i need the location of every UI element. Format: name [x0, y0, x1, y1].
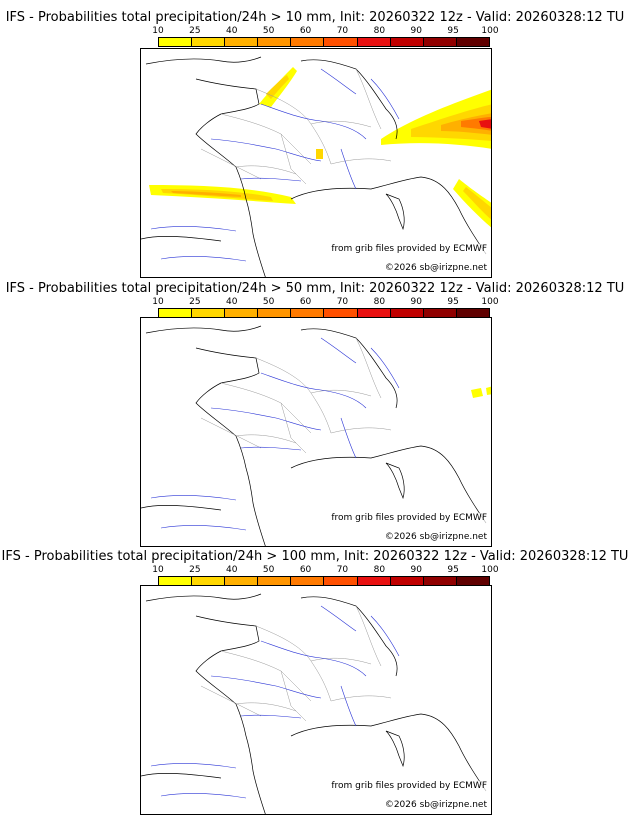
precip-shading — [471, 386, 491, 398]
colorbar-tick-label: 50 — [262, 26, 275, 36]
map-svg — [141, 325, 491, 546]
colorbar-tick-label: 40 — [226, 297, 238, 307]
colorbar-tick-label: 80 — [373, 297, 386, 307]
colorbar-tick-label: 70 — [336, 565, 349, 575]
colorbar-segment — [225, 577, 259, 585]
colorbar-segment — [324, 309, 358, 317]
map-frame: from grib files provided by ECMWF ©2026 … — [140, 317, 492, 547]
colorbar-segment — [357, 577, 391, 585]
colorbar-segment — [192, 577, 226, 585]
colorbar-tick-label: 90 — [410, 26, 422, 36]
colorbar-tick-label: 95 — [447, 565, 459, 575]
colorbar-segment — [357, 38, 391, 46]
data-source-credit: from grib files provided by ECMWF — [331, 513, 487, 524]
panel-title: IFS - Probabilities total precipitation/… — [5, 281, 625, 296]
colorbar-tick-label: 100 — [481, 297, 499, 307]
colorbar-tick-label: 80 — [373, 26, 386, 36]
colorbar-segment — [324, 38, 358, 46]
coastlines — [141, 325, 487, 546]
admin-borders — [200, 605, 392, 722]
colorbar-tick-label: 50 — [262, 297, 275, 307]
colorbar-segment — [159, 38, 193, 46]
colorbar-segment — [456, 577, 489, 585]
colorbar-segment — [258, 577, 292, 585]
colorbar-segment — [423, 309, 457, 317]
colorbar-segment — [192, 38, 226, 46]
rivers — [150, 605, 400, 799]
colorbar-tick-label: 10 — [152, 26, 164, 36]
colorbar-segment — [357, 309, 391, 317]
colorbar-tick-label: 100 — [481, 565, 499, 575]
colorbar-tick-label: 10 — [152, 565, 164, 575]
map-panel-10mm: IFS - Probabilities total precipitation/… — [0, 10, 630, 280]
colorbar-tick-label: 60 — [299, 297, 312, 307]
colorbar-segment — [390, 309, 424, 317]
colorbar-tick-label: 90 — [410, 297, 422, 307]
colorbar-tick-label: 25 — [189, 297, 201, 307]
panel-title: IFS - Probabilities total precipitation/… — [5, 10, 625, 25]
precip-area-central — [316, 149, 323, 159]
colorbar-segment — [258, 309, 292, 317]
precip-area-italy — [453, 179, 491, 228]
colorbar — [158, 37, 490, 47]
map-frame: from grib files provided by ECMWF ©2026 … — [140, 585, 492, 815]
colorbar-segment — [192, 309, 226, 317]
colorbar-tick-label: 90 — [410, 565, 422, 575]
colorbar-tick-label: 95 — [447, 297, 459, 307]
colorbar-tick-label: 40 — [226, 565, 238, 575]
map-panel-100mm: IFS - Probabilities total precipitation/… — [0, 549, 630, 819]
admin-borders — [200, 68, 392, 185]
colorbar-segment — [324, 577, 358, 585]
colorbar-tick-label: 95 — [447, 26, 459, 36]
data-source-credit: from grib files provided by ECMWF — [331, 781, 487, 792]
colorbar-tick-label: 25 — [189, 26, 201, 36]
map-panel-50mm: IFS - Probabilities total precipitation/… — [0, 281, 630, 551]
colorbar-tick-label: 60 — [299, 565, 312, 575]
colorbar-segment — [291, 309, 325, 317]
colorbar-tick-label: 10 — [152, 297, 164, 307]
colorbar-tick-label: 50 — [262, 565, 275, 575]
colorbar-segment — [225, 309, 259, 317]
panel-title: IFS - Probabilities total precipitation/… — [1, 549, 629, 564]
map-svg — [141, 56, 491, 277]
colorbar-segment — [423, 38, 457, 46]
colorbar-segment — [291, 577, 325, 585]
precip-area-alps-edge — [471, 388, 483, 398]
colorbar-tick-label: 80 — [373, 565, 386, 575]
colorbar-segment — [159, 309, 193, 317]
colorbar-segment — [291, 38, 325, 46]
colorbar-segment — [258, 38, 292, 46]
colorbar-tick-label: 25 — [189, 565, 201, 575]
colorbar-segment — [456, 309, 489, 317]
data-source-credit: from grib files provided by ECMWF — [331, 244, 487, 255]
coastlines — [141, 593, 487, 814]
rivers — [150, 337, 400, 531]
colorbar-segment — [225, 38, 259, 46]
colorbar-tick-label: 100 — [481, 26, 499, 36]
copyright-credit: ©2026 sb@irizpne.net — [384, 263, 487, 274]
colorbar-segment — [390, 577, 424, 585]
colorbar-tick-label: 70 — [336, 26, 349, 36]
colorbar-segment — [456, 38, 489, 46]
copyright-credit: ©2026 sb@irizpne.net — [384, 532, 487, 543]
colorbar-tick-label: 40 — [226, 26, 238, 36]
map-frame: from grib files provided by ECMWF ©2026 … — [140, 48, 492, 278]
admin-borders — [200, 337, 392, 454]
precip-shading — [149, 67, 491, 228]
map-svg — [141, 593, 487, 814]
colorbar-segment — [159, 577, 193, 585]
colorbar-segment — [423, 577, 457, 585]
rivers — [150, 68, 400, 262]
copyright-credit: ©2026 sb@irizpne.net — [384, 800, 487, 811]
colorbar-segment — [390, 38, 424, 46]
colorbar-tick-label: 60 — [299, 26, 312, 36]
colorbar-tick-label: 70 — [336, 297, 349, 307]
coastlines — [141, 56, 487, 277]
